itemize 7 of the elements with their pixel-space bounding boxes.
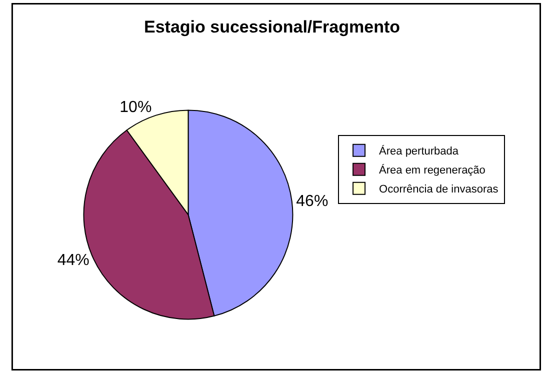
data-label: 10%	[120, 99, 152, 116]
legend-label: Área perturbada	[379, 144, 460, 158]
data-label: 46%	[296, 192, 328, 210]
legend-label: Ocorrência de invasoras	[379, 184, 499, 196]
data-label: 44%	[57, 252, 90, 270]
chart-title: Estagio sucessional/Fragmento	[144, 18, 400, 37]
legend-label: Área em regeneração	[379, 164, 486, 177]
